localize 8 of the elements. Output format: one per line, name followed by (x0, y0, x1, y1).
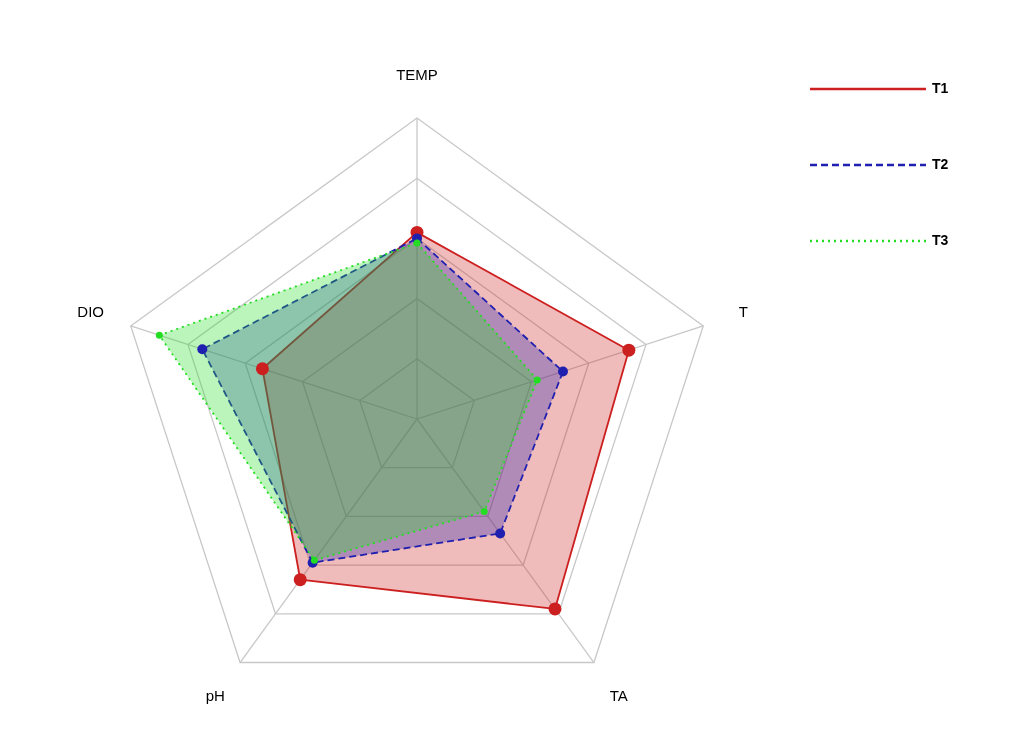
spoke-label: T (738, 302, 748, 320)
spoke-label: pH (205, 686, 225, 704)
spoke-label: TA (609, 686, 628, 704)
legend-label: T1 (932, 79, 949, 96)
legend-label: T2 (932, 155, 949, 172)
legend-label: T3 (932, 231, 949, 248)
spoke-label: DIO (77, 302, 104, 320)
spoke-label: TEMP (396, 65, 438, 83)
